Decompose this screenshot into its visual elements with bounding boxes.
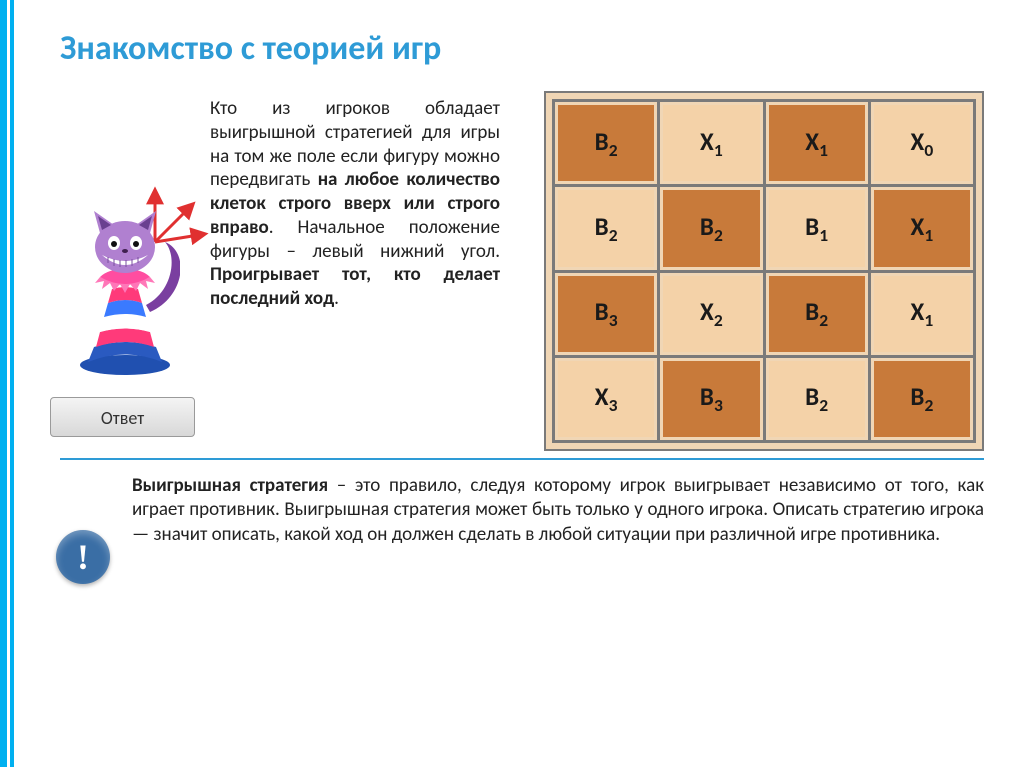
grid-cell: В1 <box>764 186 869 271</box>
grid-cell: В2 <box>659 186 764 271</box>
section-divider <box>60 458 984 460</box>
grid-cell: Х1 <box>869 186 974 271</box>
grid-cell: Х1 <box>869 271 974 356</box>
game-piece-zone: Ответ <box>50 157 210 457</box>
grid-cell: В2 <box>764 271 869 356</box>
grid-cell: В3 <box>554 271 659 356</box>
grid-cell: В2 <box>554 101 659 186</box>
grid-cell: Х3 <box>554 356 659 441</box>
grid-cell: Х1 <box>764 101 869 186</box>
grid-cell: В2 <box>869 356 974 441</box>
slide-content: Знакомство с теорией игр <box>60 28 984 739</box>
strategy-definition: Выигрышная стратегия – это правило, след… <box>132 474 984 547</box>
grid-cell: Х0 <box>869 101 974 186</box>
game-grid-table: В2Х1Х1Х0В2В2В1Х1В3Х2В2Х1Х3В3В2В2 <box>552 99 976 443</box>
answer-button[interactable]: Ответ <box>50 397 195 437</box>
upper-section: Ответ Кто из игроков обладает выигрышной… <box>60 97 984 457</box>
grid-cell: Х2 <box>659 271 764 356</box>
lower-section: ! Выигрышная стратегия – это правило, сл… <box>60 474 984 547</box>
grid-cell: В2 <box>554 186 659 271</box>
cheshire-cat-pawn-icon <box>70 197 180 377</box>
grid-cell: В2 <box>764 356 869 441</box>
game-grid: В2Х1Х1Х0В2В2В1Х1В3Х2В2Х1Х3В3В2В2 <box>544 91 984 451</box>
page-title: Знакомство с теорией игр <box>60 28 984 69</box>
grid-cell: В3 <box>659 356 764 441</box>
left-stripe <box>0 0 20 767</box>
grid-cell: Х1 <box>659 101 764 186</box>
info-badge-icon: ! <box>56 530 110 584</box>
problem-description: Кто из игроков обладает выигрышной страт… <box>210 97 500 311</box>
